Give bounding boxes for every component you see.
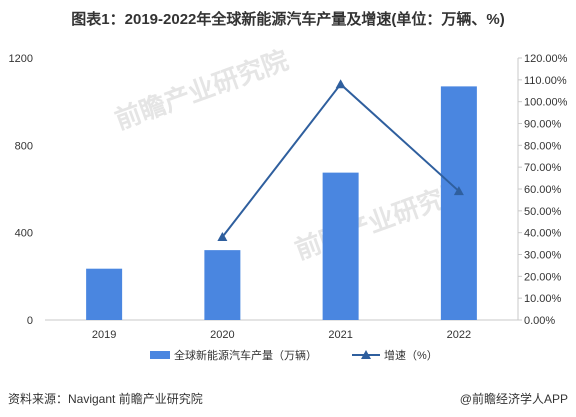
- growth-point: [335, 79, 346, 89]
- y-right-tick-label: 0.00%: [524, 315, 555, 327]
- brand-text: @前瞻经济学人APP: [459, 392, 568, 406]
- y-right-tick-label: 60.00%: [524, 184, 562, 196]
- chart-title: 图表1：2019-2022年全球新能源汽车产量及增速(单位：万辆、%): [71, 11, 505, 28]
- y-right-tick-label: 70.00%: [524, 162, 562, 174]
- y-right-tick-label: 120.00%: [524, 53, 568, 65]
- bar: [322, 172, 359, 320]
- y-left-tick-label: 400: [15, 228, 33, 240]
- y-left-tick-label: 800: [15, 140, 33, 152]
- y-right-tick-label: 10.00%: [524, 293, 562, 305]
- y-left-tick-label: 1200: [9, 53, 33, 65]
- y-right-tick-label: 110.00%: [524, 75, 567, 87]
- bar: [204, 250, 241, 320]
- legend-swatch-marker: [361, 350, 371, 359]
- x-tick-label: 2020: [210, 329, 234, 341]
- y-right-tick-label: 20.00%: [524, 271, 562, 283]
- x-tick-label: 2019: [92, 329, 116, 341]
- y-right-tick-label: 40.00%: [524, 228, 562, 240]
- bar: [440, 86, 477, 320]
- growth-point: [217, 232, 228, 242]
- source-text: 资料来源：Navigant 前瞻产业研究院: [8, 392, 203, 406]
- y-right-tick-label: 90.00%: [524, 119, 562, 131]
- bar: [86, 268, 123, 320]
- x-tick-label: 2021: [328, 329, 352, 341]
- y-right-tick-label: 100.00%: [524, 97, 568, 109]
- y-right-tick-label: 50.00%: [524, 206, 562, 218]
- legend-label: 增速（%）: [384, 348, 438, 362]
- legend-swatch-bar: [150, 351, 170, 359]
- y-right-tick-label: 80.00%: [524, 140, 562, 152]
- x-tick-label: 2022: [447, 329, 471, 341]
- growth-point: [453, 186, 464, 196]
- y-right-tick-label: 30.00%: [524, 250, 562, 262]
- y-left-tick-label: 0: [27, 315, 33, 327]
- legend-label: 全球新能源汽车产量（万辆）: [174, 348, 317, 362]
